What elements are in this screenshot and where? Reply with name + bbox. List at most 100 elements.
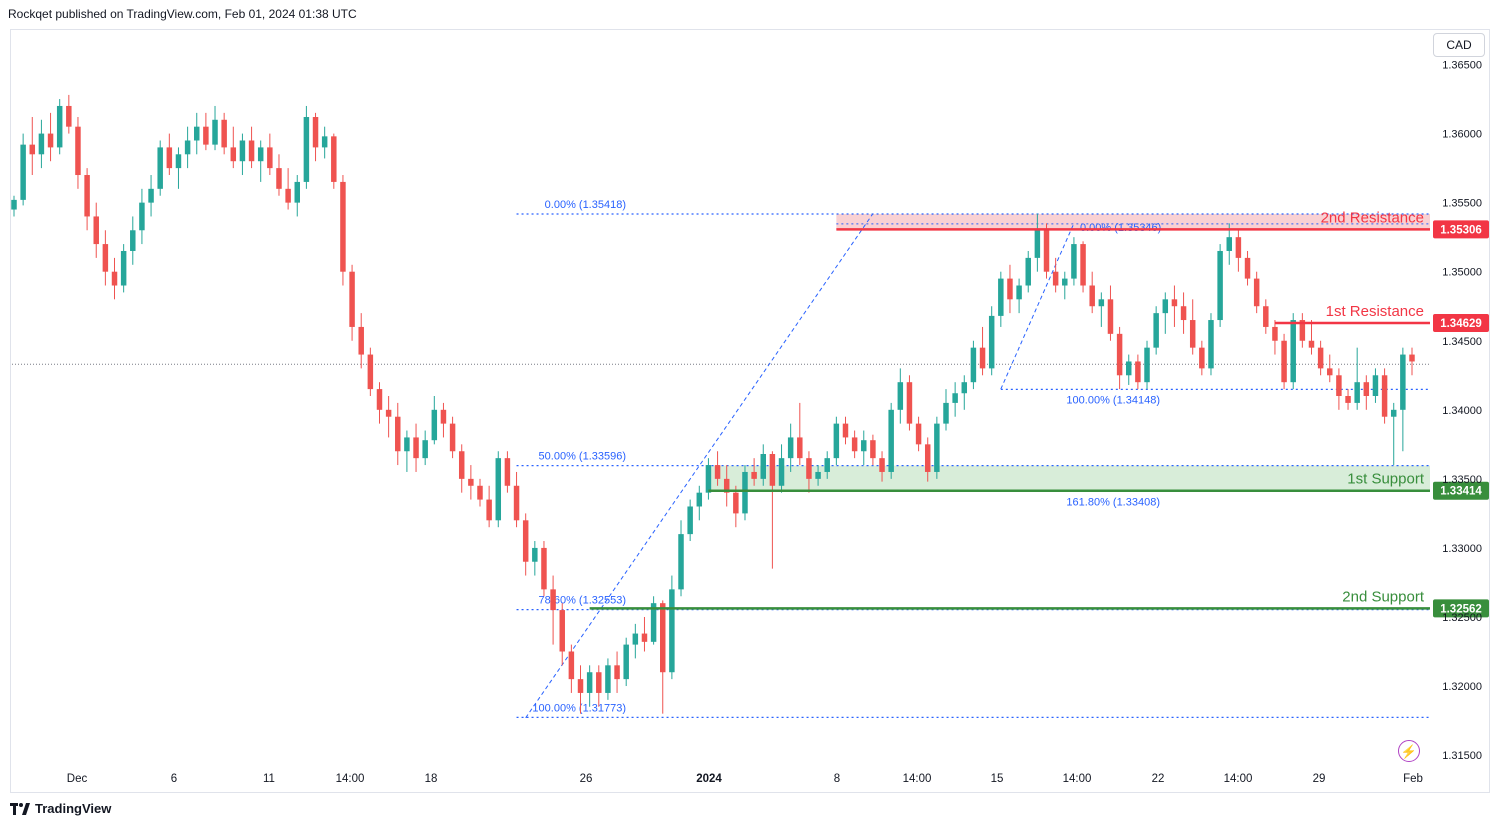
candle	[276, 154, 282, 196]
candles	[11, 94, 1415, 714]
candle	[221, 112, 227, 155]
footer-brand-text: TradingView	[35, 801, 112, 816]
candle	[130, 216, 136, 265]
price-axis: 1.36500 1.36000 1.35500 1.35000 1.34500 1.340…	[1442, 60, 1482, 763]
candle	[906, 375, 913, 431]
candle	[924, 437, 931, 482]
fib-label: 50.00% (1.33596)	[539, 451, 626, 463]
candle	[577, 665, 584, 714]
candle	[687, 499, 693, 542]
candle	[20, 133, 26, 206]
candle	[532, 541, 538, 576]
y-tick-label: 1.32500	[1442, 612, 1482, 624]
candle	[120, 244, 127, 293]
candle	[166, 133, 173, 176]
price-tag-text: 1.35306	[1440, 224, 1482, 236]
candle	[139, 188, 145, 245]
candle	[1263, 299, 1269, 334]
y-tick-label: 1.35500	[1442, 198, 1482, 210]
x-tick-label: 22	[1152, 773, 1165, 785]
candle	[1381, 368, 1388, 424]
candle	[1217, 244, 1223, 327]
fib-label: 0.00% (1.35346)	[1080, 222, 1161, 234]
candle	[93, 202, 99, 258]
y-tick-label: 1.36000	[1442, 129, 1482, 141]
candle	[1253, 271, 1260, 314]
candle	[723, 465, 730, 507]
level-name-label: 1st Resistance	[1326, 303, 1424, 320]
candle	[650, 596, 657, 645]
candle	[934, 416, 940, 479]
candle	[1107, 285, 1114, 341]
candle	[1235, 230, 1242, 272]
candle	[623, 637, 629, 687]
fib-label: 100.00% (1.34148)	[1066, 394, 1160, 406]
candle	[212, 105, 218, 151]
y-tick-label: 1.31500	[1442, 750, 1482, 762]
x-tick-label: 15	[991, 773, 1004, 785]
candle	[988, 306, 995, 376]
candle	[641, 616, 648, 652]
x-tick-label: 14:00	[903, 773, 932, 785]
candle	[29, 117, 36, 176]
candle	[1208, 313, 1214, 376]
candle	[632, 623, 639, 659]
candle	[422, 430, 428, 466]
price-tag-text: 1.32562	[1440, 603, 1482, 615]
candle	[331, 133, 337, 189]
x-tick-label: 29	[1313, 773, 1326, 785]
candle	[1317, 340, 1324, 376]
fib-label: 0.00% (1.35418)	[545, 199, 626, 211]
candle	[568, 644, 575, 693]
currency-selector[interactable]: CAD	[1433, 33, 1485, 57]
candle	[1043, 223, 1050, 279]
candle	[1144, 340, 1150, 390]
resistance-zone	[836, 213, 1430, 230]
candle	[1372, 368, 1379, 403]
candle	[550, 575, 556, 645]
y-tick-label: 1.34000	[1442, 405, 1482, 417]
candle	[56, 99, 63, 155]
candle	[1153, 306, 1159, 355]
candle	[1336, 368, 1342, 410]
candle	[1272, 320, 1278, 355]
candle	[1409, 347, 1415, 376]
candle	[1180, 292, 1187, 334]
candle	[47, 112, 54, 162]
price-tag-text: 1.33414	[1440, 486, 1482, 498]
lightning-icon[interactable]: ⚡	[1398, 740, 1420, 762]
candle	[1390, 402, 1397, 466]
candle	[586, 665, 593, 707]
candle	[11, 195, 17, 217]
candle	[157, 140, 163, 196]
x-tick-label: 14:00	[1063, 773, 1092, 785]
candle	[1089, 271, 1095, 314]
candle	[787, 423, 794, 472]
price-tag	[1433, 599, 1489, 618]
candle	[84, 168, 90, 231]
x-tick-label: 6	[171, 773, 177, 785]
price-tag	[1433, 313, 1489, 332]
y-tick-label: 1.36500	[1442, 60, 1482, 72]
candle	[194, 112, 200, 155]
y-tick-label: 1.32000	[1442, 681, 1482, 693]
candle	[203, 112, 209, 151]
candle	[285, 168, 291, 210]
level-name-label: 1st Support	[1347, 471, 1425, 488]
fib-label: 100.00% (1.31773)	[532, 702, 626, 714]
candle	[340, 175, 346, 286]
level-name-label: 2nd Resistance	[1321, 209, 1424, 226]
candle	[705, 458, 712, 500]
candle	[961, 375, 968, 410]
candle	[596, 665, 602, 707]
candle	[1116, 326, 1123, 390]
candle	[294, 175, 300, 217]
candle	[1290, 313, 1296, 390]
zones	[12, 213, 1430, 491]
candle	[1199, 340, 1205, 376]
candle	[1162, 292, 1169, 334]
candle	[1281, 333, 1287, 390]
candle	[970, 340, 977, 390]
y-tick-label: 1.34500	[1442, 336, 1482, 348]
